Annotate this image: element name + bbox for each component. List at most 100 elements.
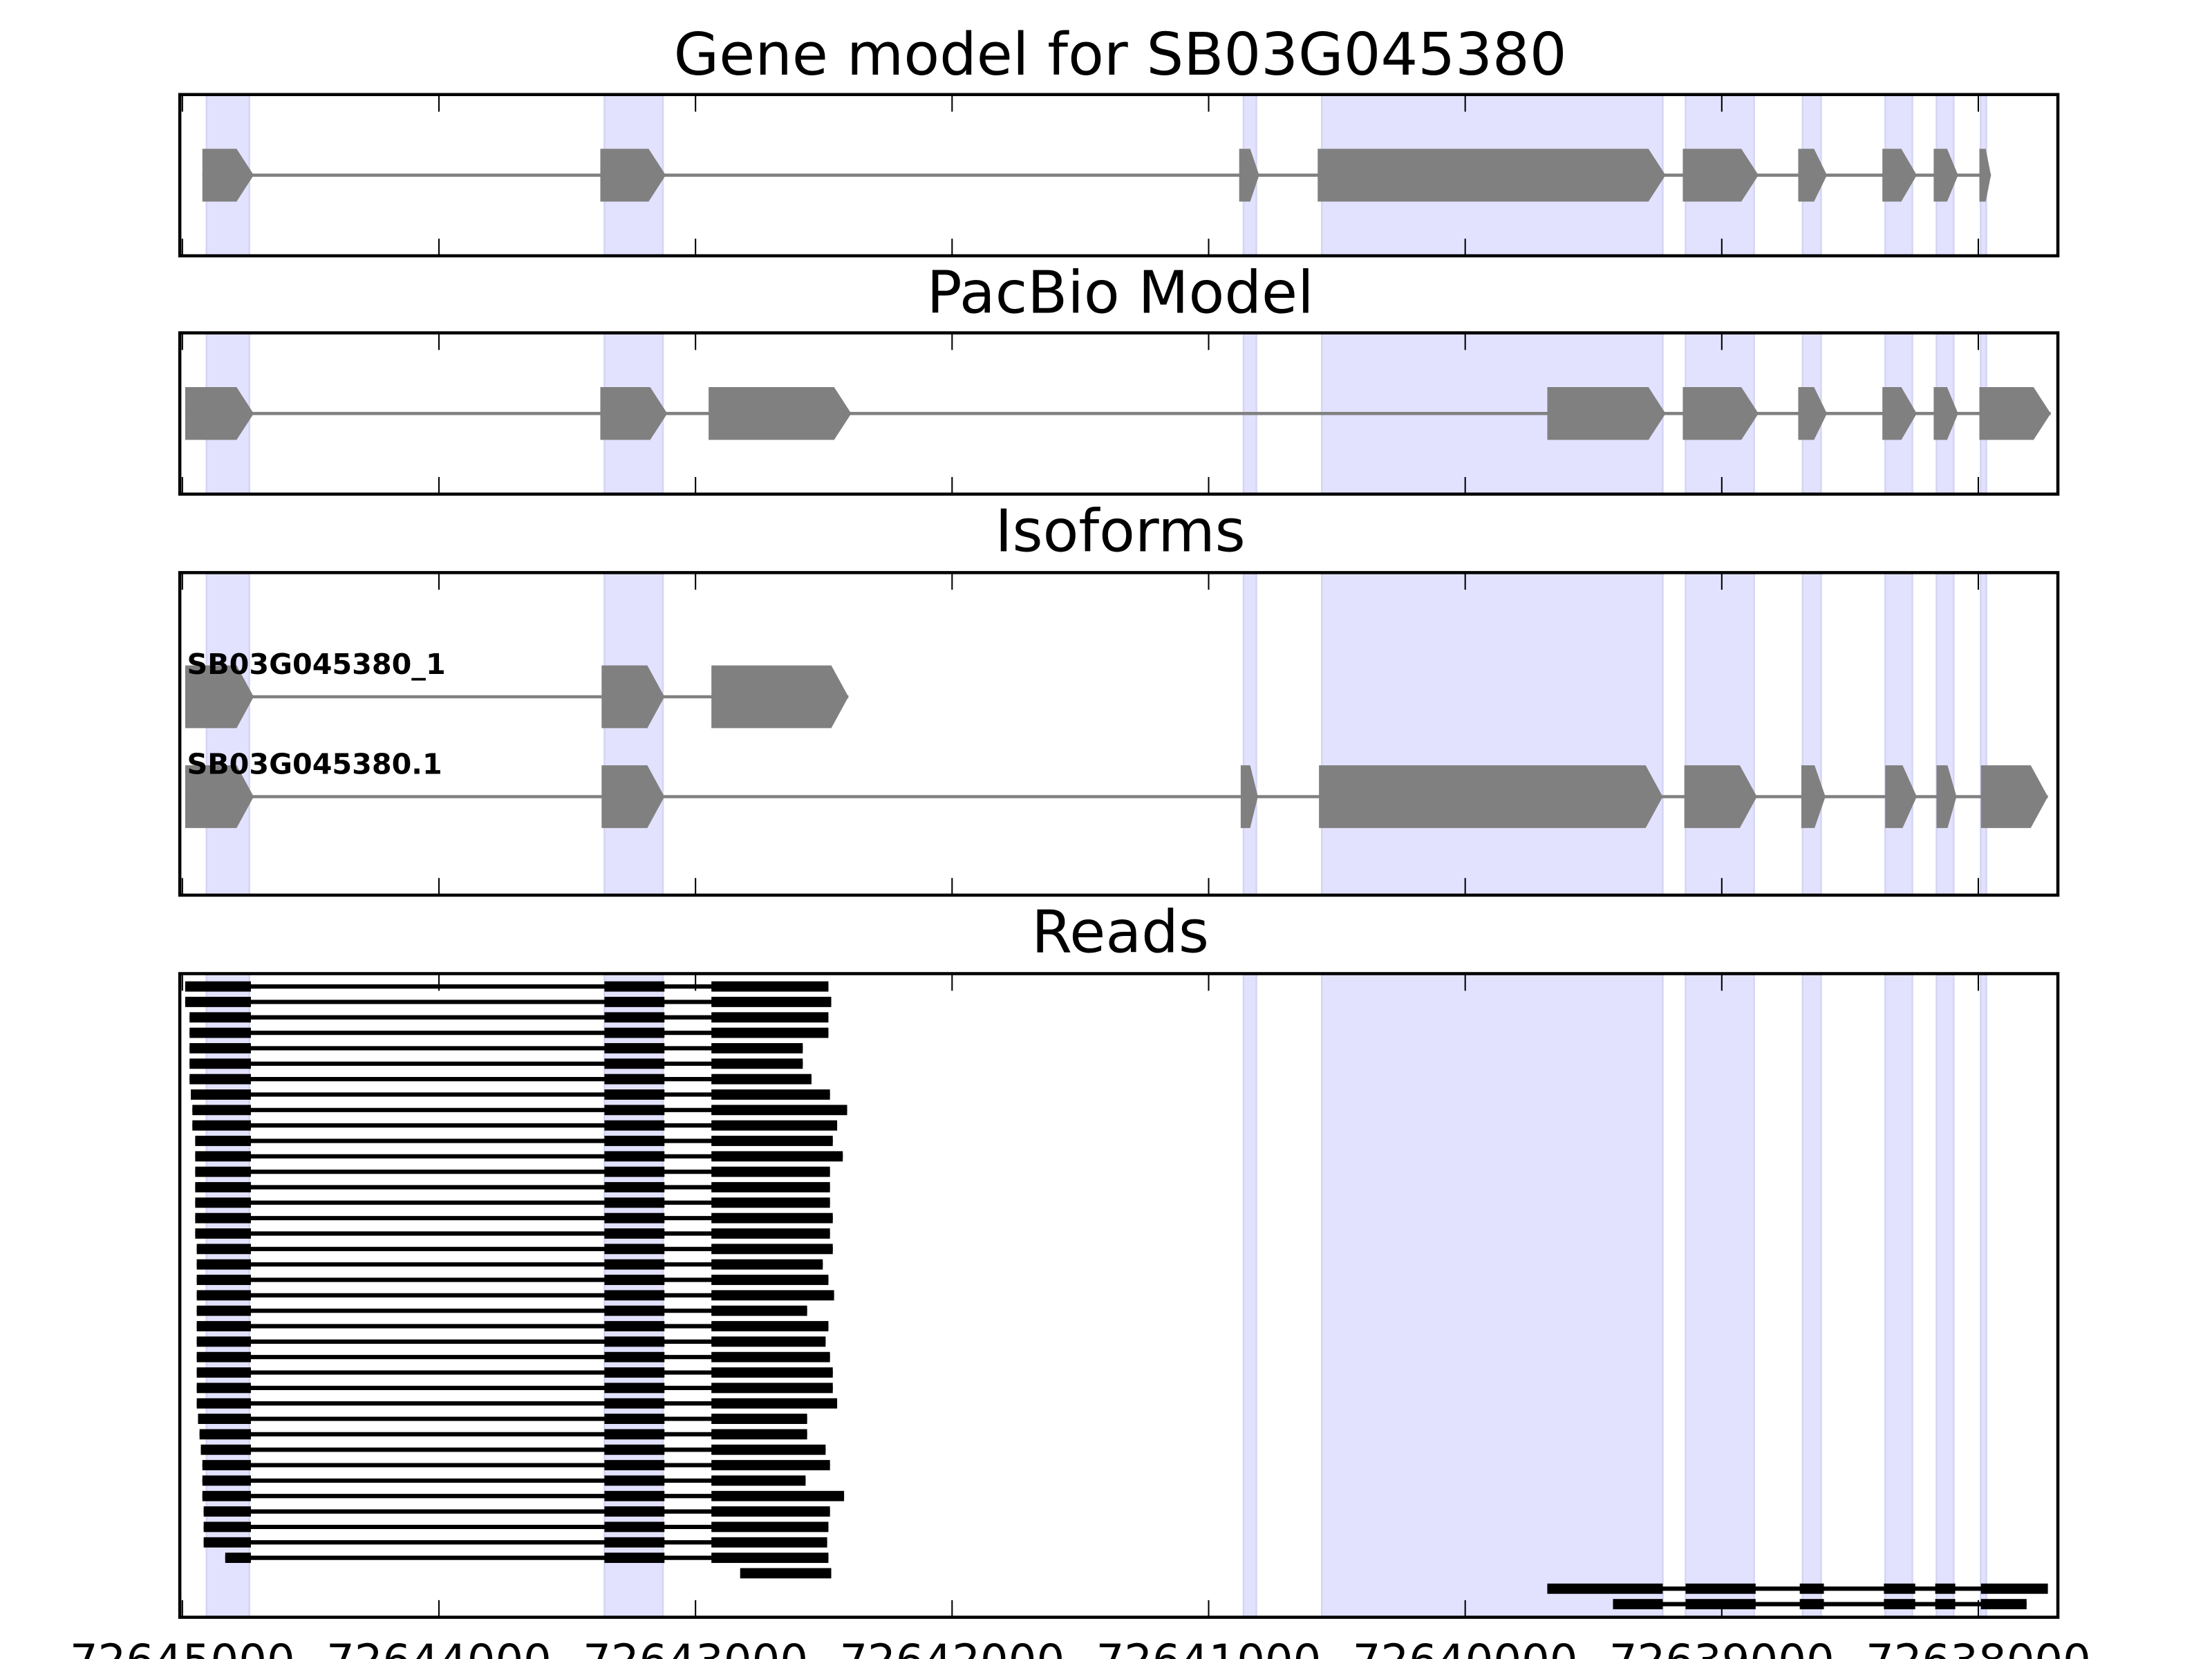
read-block bbox=[604, 1398, 665, 1409]
read-block bbox=[711, 1166, 830, 1177]
read-block bbox=[604, 1151, 665, 1162]
exon bbox=[1683, 387, 1759, 440]
exon bbox=[1882, 387, 1917, 440]
axes-frame bbox=[178, 571, 2060, 897]
exon bbox=[1979, 149, 1991, 202]
read-block bbox=[711, 1089, 830, 1100]
read-block bbox=[604, 1382, 665, 1394]
exon-shade-region bbox=[1936, 572, 1955, 897]
exon bbox=[601, 665, 665, 729]
read bbox=[189, 1043, 803, 1053]
exon bbox=[600, 387, 668, 440]
read-block bbox=[711, 1305, 807, 1316]
read-block bbox=[711, 1351, 830, 1362]
read-block bbox=[711, 1136, 833, 1146]
exon bbox=[1933, 387, 1958, 440]
read bbox=[196, 1398, 838, 1409]
read-block bbox=[202, 1460, 251, 1471]
read-block bbox=[202, 1490, 251, 1501]
read-block bbox=[711, 1259, 823, 1270]
read-block bbox=[604, 1212, 665, 1224]
exon-shade-region bbox=[1980, 973, 1987, 1618]
read bbox=[195, 1182, 830, 1192]
read bbox=[195, 1197, 830, 1208]
read-block bbox=[711, 1382, 833, 1394]
read-block bbox=[711, 1151, 843, 1162]
read-block bbox=[203, 1537, 251, 1548]
read-block bbox=[711, 1074, 812, 1085]
read-block bbox=[711, 1120, 838, 1131]
read-block bbox=[1685, 1599, 1756, 1610]
read-block bbox=[189, 1043, 251, 1053]
read-block bbox=[604, 1074, 665, 1085]
read bbox=[191, 1089, 830, 1100]
exon bbox=[1798, 149, 1827, 202]
read-block bbox=[196, 1259, 251, 1270]
read-block bbox=[604, 1321, 665, 1331]
exon-shade-region bbox=[1936, 973, 1955, 1618]
isoform-label: SB03G045380.1 bbox=[187, 747, 442, 780]
exon bbox=[1683, 149, 1759, 202]
exon bbox=[1980, 765, 2048, 828]
exon bbox=[1933, 149, 1958, 202]
read bbox=[740, 1568, 832, 1579]
read-block bbox=[711, 1275, 829, 1285]
read bbox=[195, 1136, 833, 1146]
read-block bbox=[711, 1553, 829, 1564]
read-block bbox=[604, 1506, 665, 1517]
read-block bbox=[195, 1182, 251, 1192]
exon-shade-region bbox=[1242, 973, 1257, 1618]
exon bbox=[185, 665, 254, 729]
read bbox=[196, 1259, 823, 1270]
read-block bbox=[1547, 1583, 1663, 1594]
read bbox=[189, 1027, 829, 1038]
panel-title-reads: Reads bbox=[1031, 898, 1209, 966]
read bbox=[196, 1321, 829, 1331]
read-block bbox=[604, 1475, 665, 1486]
exon-shade-region bbox=[205, 572, 250, 897]
read-block bbox=[711, 1012, 829, 1023]
read-block bbox=[196, 1398, 251, 1409]
exon-shade-region bbox=[1685, 572, 1755, 897]
read bbox=[196, 1275, 829, 1285]
read-block bbox=[711, 1228, 830, 1239]
read bbox=[196, 1244, 833, 1255]
read-block bbox=[604, 1305, 665, 1316]
read-block bbox=[195, 1228, 251, 1239]
read bbox=[225, 1553, 829, 1564]
read-block bbox=[711, 1043, 803, 1053]
read-block bbox=[740, 1568, 832, 1579]
read bbox=[202, 1475, 806, 1486]
x-tick-label: 72642000 bbox=[839, 1635, 1065, 1659]
read-block bbox=[604, 1429, 665, 1440]
read-block bbox=[604, 1105, 665, 1116]
read-block bbox=[196, 1321, 251, 1331]
exon-shade-region bbox=[603, 572, 664, 897]
read bbox=[202, 1460, 830, 1471]
read-block bbox=[195, 1166, 251, 1177]
read-block bbox=[195, 1151, 251, 1162]
isoforms-panel: SB03G045380_1 SB03G045380.1 bbox=[178, 571, 2060, 897]
read-block bbox=[604, 1460, 665, 1471]
read bbox=[195, 1166, 830, 1177]
exon bbox=[185, 765, 254, 828]
panel-title-pacbio: PacBio Model bbox=[927, 259, 1314, 327]
panel-title-isoforms: Isoforms bbox=[995, 496, 1246, 565]
read-block bbox=[711, 1321, 829, 1331]
read bbox=[196, 1367, 833, 1378]
exon bbox=[1318, 149, 1666, 202]
read-block bbox=[196, 1305, 251, 1316]
read bbox=[195, 1151, 843, 1162]
read-block bbox=[604, 1166, 665, 1177]
read-block bbox=[1685, 1583, 1756, 1594]
read-block bbox=[604, 1414, 665, 1424]
read bbox=[196, 1290, 834, 1301]
read-block bbox=[711, 1475, 806, 1486]
exon bbox=[1882, 149, 1917, 202]
read bbox=[202, 1490, 845, 1501]
read-block bbox=[711, 1105, 847, 1116]
read-block bbox=[189, 1074, 251, 1085]
exon bbox=[1239, 149, 1259, 202]
read-block bbox=[711, 1367, 833, 1378]
read bbox=[185, 981, 829, 992]
